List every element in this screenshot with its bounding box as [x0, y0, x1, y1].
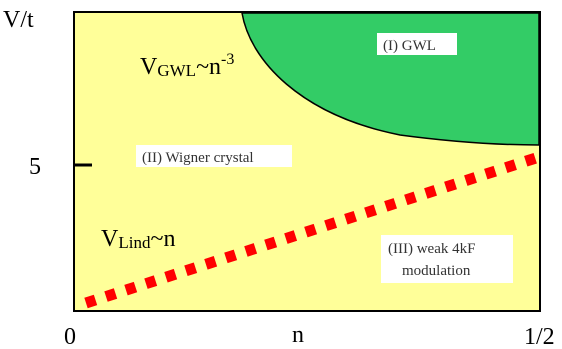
weak-region-label-line1: (III) weak 4kF	[388, 241, 475, 257]
wigner-region-label: (II) Wigner crystal	[142, 150, 254, 166]
x-axis-end-label: 1/2	[524, 324, 555, 349]
y-axis-label: V/t	[3, 7, 34, 33]
gwl-region	[241, 12, 540, 146]
x-axis-start-label: 0	[64, 324, 76, 349]
gwl-region-label: (I) GWL	[383, 38, 436, 54]
x-axis-label: n	[292, 322, 304, 348]
wigner-label-box	[136, 145, 292, 167]
gwl-label-box	[377, 33, 457, 55]
lind-boundary-line	[84, 151, 541, 309]
weak-region-label-line2: modulation	[402, 263, 471, 279]
y-tick-label: 5	[29, 154, 41, 180]
weak-label-box	[381, 235, 513, 283]
gwl-formula: VGWL~n-3	[140, 51, 234, 80]
lind-formula: VLind~n	[101, 226, 175, 252]
